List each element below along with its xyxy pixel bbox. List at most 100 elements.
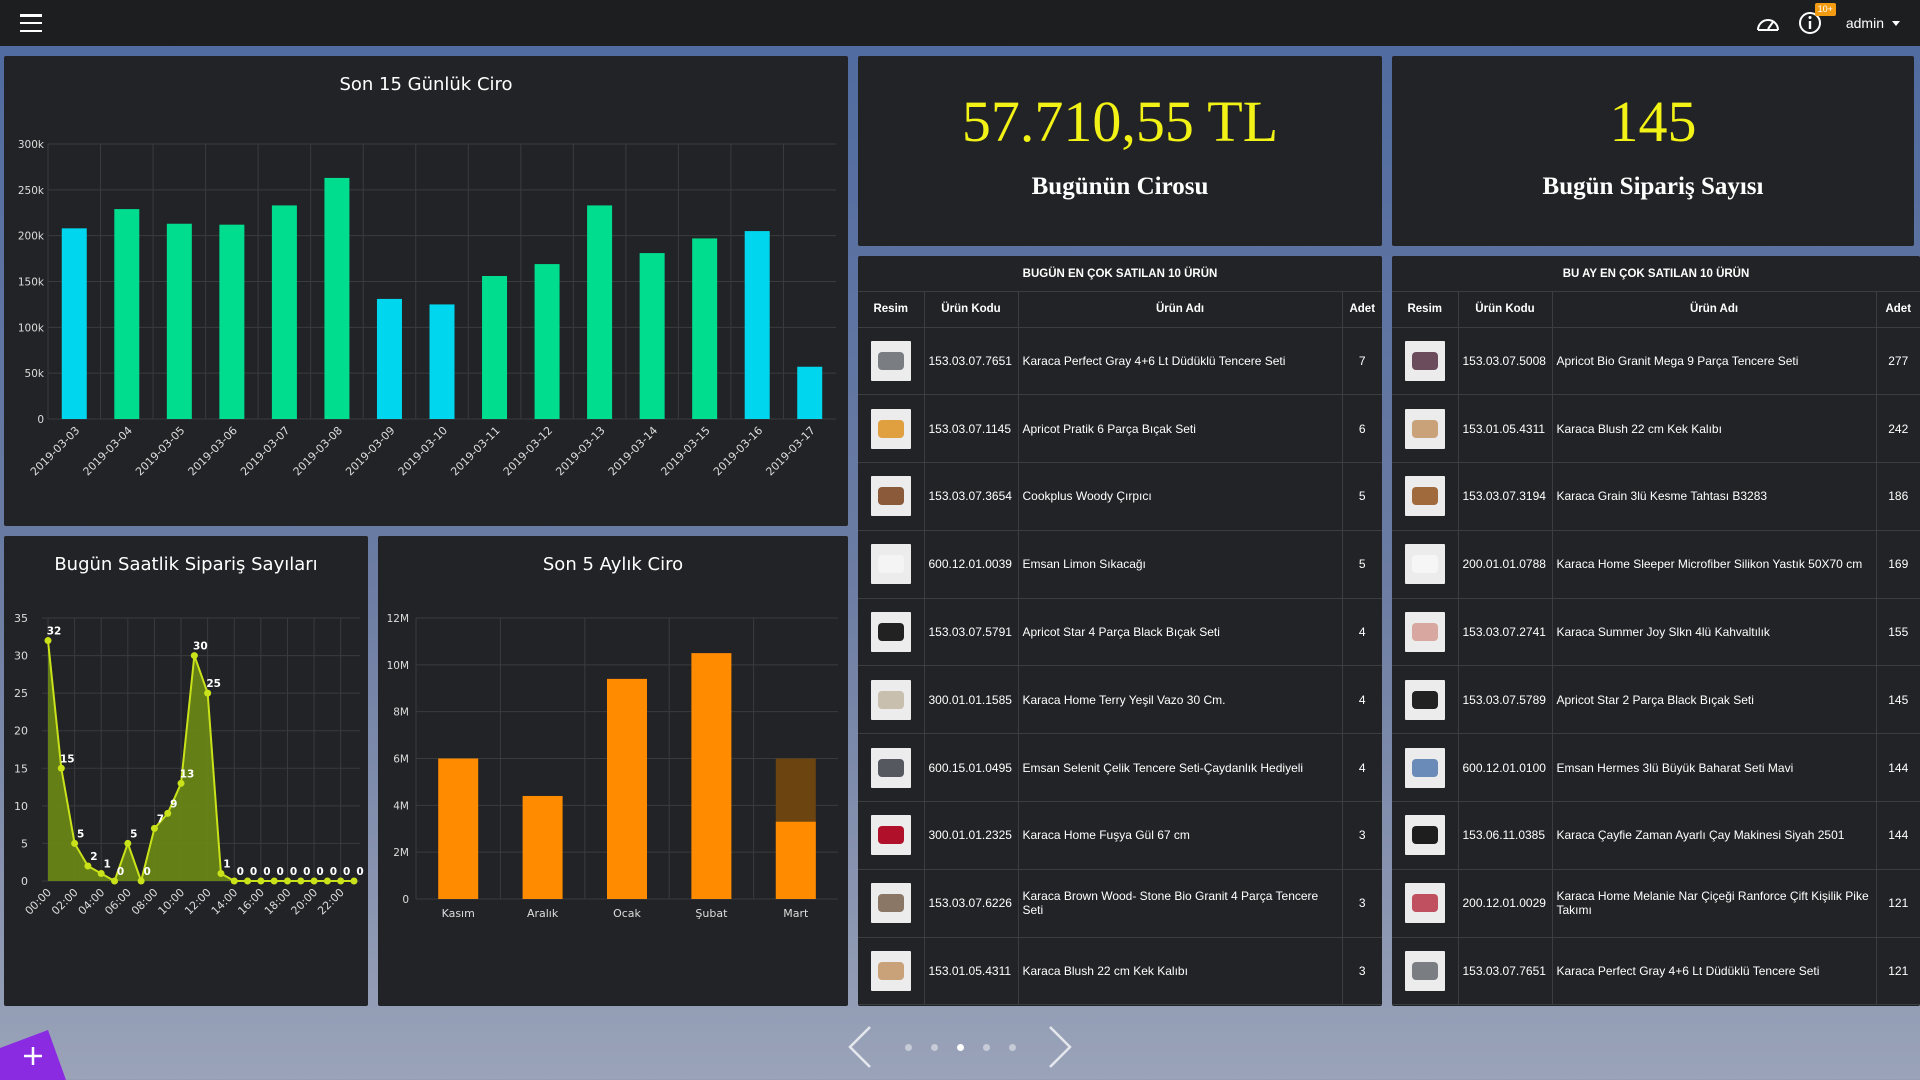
bar[interactable] <box>744 231 770 419</box>
data-point[interactable] <box>204 689 212 697</box>
product-thumbnail[interactable] <box>1404 815 1445 856</box>
product-thumbnail[interactable] <box>870 951 911 992</box>
bar[interactable] <box>607 678 647 899</box>
data-point[interactable] <box>244 877 252 885</box>
add-widget-button[interactable] <box>0 1030 66 1080</box>
data-point[interactable] <box>270 877 278 885</box>
product-thumbnail[interactable] <box>1404 476 1445 517</box>
data-point[interactable] <box>217 869 225 877</box>
product-thumbnail[interactable] <box>870 815 911 856</box>
table-row[interactable]: 153.03.07.7651 Karaca Perfect Gray 4+6 Lt… <box>858 327 1382 396</box>
data-label: 0 <box>117 866 124 878</box>
bar[interactable] <box>692 238 718 419</box>
table-row[interactable]: 153.01.05.4311 Karaca Blush 22 cm Kek Kal… <box>858 937 1382 1006</box>
bar[interactable] <box>534 264 560 419</box>
product-qty: 186 <box>1876 462 1920 531</box>
user-menu[interactable]: admin <box>1846 15 1900 31</box>
product-thumbnail[interactable] <box>1404 747 1445 788</box>
bar[interactable] <box>522 795 563 899</box>
data-point[interactable] <box>177 779 185 787</box>
product-thumbnail[interactable] <box>870 476 911 517</box>
product-thumbnail[interactable] <box>1404 340 1445 381</box>
carousel-dot[interactable] <box>930 1043 938 1051</box>
data-point[interactable] <box>164 809 172 817</box>
data-point[interactable] <box>323 877 331 885</box>
carousel-dot[interactable] <box>904 1043 912 1051</box>
data-point[interactable] <box>137 877 145 885</box>
bar[interactable] <box>587 205 613 419</box>
table-row[interactable]: 600.12.01.0039 Emsan Limon Sıkacağı 5 <box>858 530 1382 599</box>
table-row[interactable]: 200.12.01.0029 Karaca Home Melanie Nar Çi… <box>1392 869 1920 938</box>
table-row[interactable]: 153.03.07.6226 Karaca Brown Wood- Stone B… <box>858 869 1382 938</box>
bar[interactable] <box>61 228 87 419</box>
product-thumbnail[interactable] <box>870 747 911 788</box>
data-point[interactable] <box>71 839 79 847</box>
data-point[interactable] <box>111 877 119 885</box>
data-point[interactable] <box>150 824 158 832</box>
product-thumbnail[interactable] <box>870 340 911 381</box>
table-row[interactable]: 200.01.01.0788 Karaca Home Sleeper Microf… <box>1392 530 1920 599</box>
table-row[interactable]: 600.15.01.0495 Emsan Selenit Çelik Tencer… <box>858 733 1382 803</box>
bar[interactable] <box>166 223 192 419</box>
bar[interactable] <box>639 253 665 419</box>
data-point[interactable] <box>190 652 198 660</box>
table-row[interactable]: 153.03.07.3194 Karaca Grain 3lü Kesme Tah… <box>1392 462 1920 531</box>
product-thumbnail[interactable] <box>870 408 911 449</box>
product-thumbnail[interactable] <box>870 544 911 585</box>
data-point[interactable] <box>124 839 132 847</box>
table-row[interactable]: 300.01.01.2325 Karaca Home Fuşya Gül 67 c… <box>858 801 1382 870</box>
monthly-revenue-chart: 0 2M 4M 6M 8M 10M 12M Kasım Aralık Ocak Şubat Mart <box>387 613 838 920</box>
carousel-prev-arrow-icon[interactable] <box>840 1025 880 1069</box>
table-row[interactable]: 300.01.01.1585 Karaca Home Terry Yeşil Va… <box>858 665 1382 735</box>
bar[interactable] <box>114 209 140 419</box>
data-point[interactable] <box>310 877 318 885</box>
product-thumbnail[interactable] <box>870 679 911 720</box>
data-point[interactable] <box>283 877 291 885</box>
product-thumbnail[interactable] <box>1404 679 1445 720</box>
product-thumbnail[interactable] <box>1404 408 1445 449</box>
data-point[interactable] <box>297 877 305 885</box>
data-point[interactable] <box>97 869 105 877</box>
product-thumbnail[interactable] <box>870 612 911 653</box>
carousel-dot[interactable] <box>1008 1043 1016 1051</box>
bar[interactable] <box>429 304 455 419</box>
data-point[interactable] <box>84 862 92 870</box>
bar[interactable] <box>797 366 823 419</box>
bar[interactable] <box>775 821 816 899</box>
product-thumbnail[interactable] <box>1404 544 1445 585</box>
carousel-dot[interactable] <box>982 1043 990 1051</box>
info-icon[interactable]: 10+ <box>1796 3 1836 37</box>
bar[interactable] <box>691 653 732 899</box>
product-thumbnail[interactable] <box>1404 951 1445 992</box>
table-row[interactable]: 153.03.07.3654 Cookplus Woody Çırpıcı 5 <box>858 462 1382 531</box>
bar[interactable] <box>482 276 508 419</box>
product-thumbnail[interactable] <box>1404 883 1445 924</box>
bar[interactable] <box>324 177 350 419</box>
table-row[interactable]: 153.03.07.1145 Apricot Pratik 6 Parça Bıç… <box>858 394 1382 464</box>
product-thumbnail[interactable] <box>1404 612 1445 653</box>
data-point[interactable] <box>230 877 238 885</box>
table-row[interactable]: 153.03.07.7651 Karaca Perfect Gray 4+6 Lt… <box>1392 937 1920 1006</box>
bar[interactable] <box>438 758 479 900</box>
carousel-next-arrow-icon[interactable] <box>1040 1025 1080 1069</box>
data-point[interactable] <box>44 637 52 645</box>
product-thumbnail[interactable] <box>870 883 911 924</box>
table-row[interactable]: 600.12.01.0100 Emsan Hermes 3lü Büyük Bah… <box>1392 733 1920 803</box>
table-row[interactable]: 153.06.11.0385 Karaca Çayfie Zaman Ayarlı… <box>1392 801 1920 870</box>
menu-icon[interactable] <box>20 14 42 32</box>
bar[interactable] <box>271 205 297 419</box>
table-row[interactable]: 153.03.07.5008 Apricot Bio Granit Mega 9 … <box>1392 327 1920 396</box>
bar[interactable] <box>219 224 245 419</box>
product-qty: 169 <box>1876 530 1920 599</box>
data-point[interactable] <box>57 764 65 772</box>
data-point[interactable] <box>337 877 345 885</box>
bar[interactable] <box>376 298 402 419</box>
table-row[interactable]: 153.01.05.4311 Karaca Blush 22 cm Kek Kal… <box>1392 394 1920 464</box>
table-row[interactable]: 153.03.07.2741 Karaca Summer Joy Slkn 4lü… <box>1392 598 1920 667</box>
table-row[interactable]: 153.03.07.5789 Apricot Star 2 Parça Black… <box>1392 665 1920 735</box>
data-point[interactable] <box>257 877 265 885</box>
table-row[interactable]: 153.03.07.5791 Apricot Star 4 Parça Black… <box>858 598 1382 667</box>
data-point[interactable] <box>350 877 358 885</box>
dashboard-icon[interactable] <box>1754 9 1782 37</box>
carousel-dot[interactable] <box>956 1043 964 1051</box>
